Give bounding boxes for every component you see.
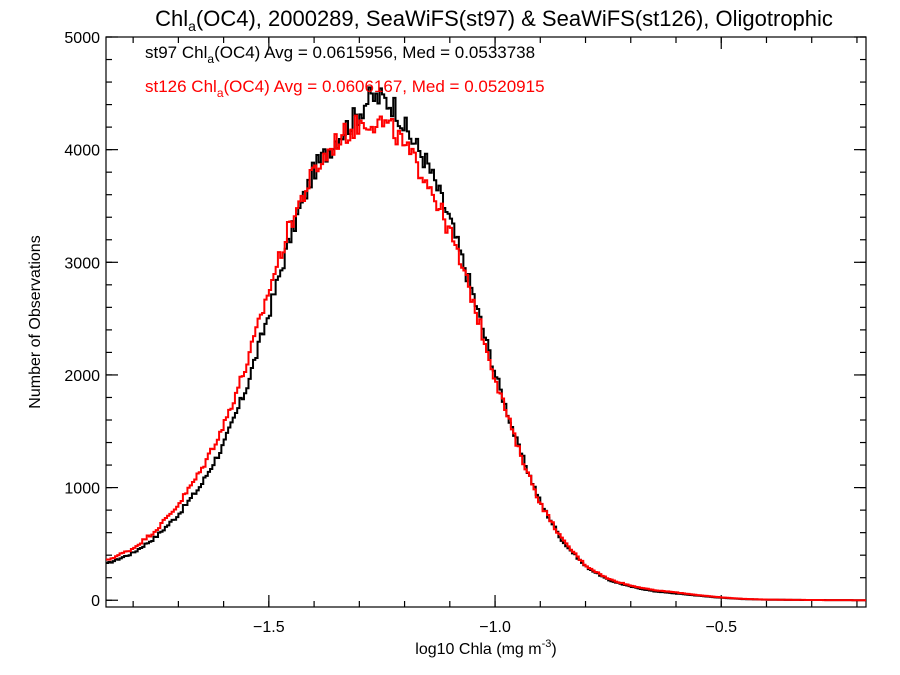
st97-stats-annotation: st97 Chla(OC4) Avg = 0.0615956, Med = 0.… xyxy=(145,43,535,66)
title-rest: (OC4), 2000289, SeaWiFS(st97) & SeaWiFS(… xyxy=(196,6,833,31)
y-tick-label: 0 xyxy=(91,593,100,610)
title-subscript: a xyxy=(188,18,196,34)
y-tick-label: 1000 xyxy=(64,481,100,498)
y-tick-label: 5000 xyxy=(64,30,100,47)
x-axis-ticks xyxy=(132,37,858,607)
st126-histogram-line xyxy=(106,114,866,602)
plot-frame xyxy=(105,36,867,608)
x-tick-label: −1.0 xyxy=(479,619,511,636)
chart-title: Chla(OC4), 2000289, SeaWiFS(st97) & SeaW… xyxy=(155,6,833,34)
st126-stats-annotation: st126 Chla(OC4) Avg = 0.0606167, Med = 0… xyxy=(145,77,545,100)
x-tick-label: −1.5 xyxy=(253,619,285,636)
x-axis-tick-labels: −1.5 −1.0 −0.5 xyxy=(253,619,737,636)
title-main: Chl xyxy=(155,6,188,31)
y-tick-label: 3000 xyxy=(64,255,100,272)
series-group xyxy=(106,86,866,602)
y-axis-tick-labels: 0 1000 2000 3000 4000 5000 xyxy=(64,30,100,610)
y-tick-label: 4000 xyxy=(64,143,100,160)
x-axis-label: log10 Chla (mg m-3) xyxy=(415,638,556,658)
y-axis-ticks xyxy=(106,36,866,601)
y-axis-label: Number of Observations xyxy=(27,235,44,408)
x-tick-label: −0.5 xyxy=(705,619,737,636)
y-tick-label: 2000 xyxy=(64,368,100,385)
